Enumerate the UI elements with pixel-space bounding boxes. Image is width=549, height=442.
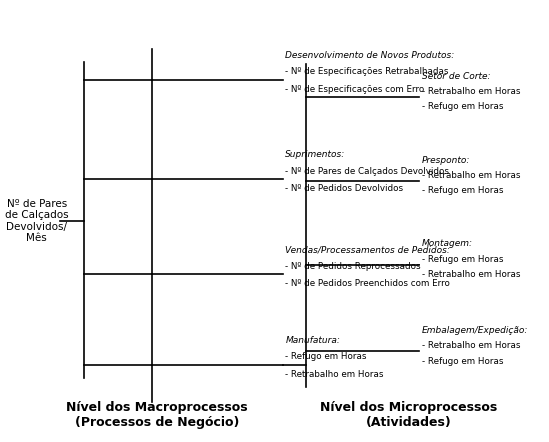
- Text: Desenvolvimento de Novos Produtos:: Desenvolvimento de Novos Produtos:: [285, 51, 455, 60]
- Text: - Retrabalho em Horas: - Retrabalho em Horas: [422, 87, 520, 96]
- Text: - Refugo em Horas: - Refugo em Horas: [422, 103, 503, 111]
- Text: - Refugo em Horas: - Refugo em Horas: [422, 255, 503, 264]
- Text: - Nº de Especificações Retrabalhadas: - Nº de Especificações Retrabalhadas: [285, 67, 449, 76]
- Text: - Nº de Pedidos Devolvidos: - Nº de Pedidos Devolvidos: [285, 184, 404, 193]
- Text: Manufatura:: Manufatura:: [285, 336, 340, 345]
- Text: Presponto:: Presponto:: [422, 156, 470, 164]
- Text: - Retrabalho em Horas: - Retrabalho em Horas: [422, 341, 520, 350]
- Text: Vendas/Processamentos de Pedidos:: Vendas/Processamentos de Pedidos:: [285, 245, 450, 254]
- Text: Nível dos Macroprocessos
(Processos de Negócio): Nível dos Macroprocessos (Processos de N…: [66, 401, 248, 429]
- Text: - Refugo em Horas: - Refugo em Horas: [422, 357, 503, 366]
- Text: - Nº de Pedidos Preenchidos com Erro: - Nº de Pedidos Preenchidos com Erro: [285, 279, 450, 288]
- Text: - Refugo em Horas: - Refugo em Horas: [285, 352, 367, 361]
- Text: Nível dos Microprocessos
(Atividades): Nível dos Microprocessos (Atividades): [320, 401, 497, 429]
- Text: Suprimentos:: Suprimentos:: [285, 150, 346, 159]
- Text: - Retrabalho em Horas: - Retrabalho em Horas: [422, 271, 520, 279]
- Text: Montagem:: Montagem:: [422, 240, 473, 248]
- Text: - Nº de Pedidos Reprocessados: - Nº de Pedidos Reprocessados: [285, 262, 421, 271]
- Text: - Nº de Pares de Calçados Devolvidos: - Nº de Pares de Calçados Devolvidos: [285, 167, 450, 175]
- Text: - Retrabalho em Horas: - Retrabalho em Horas: [285, 370, 384, 379]
- Text: Setor de Corte:: Setor de Corte:: [422, 72, 490, 80]
- Text: - Refugo em Horas: - Refugo em Horas: [422, 187, 503, 195]
- Text: Embalagem/Expedição:: Embalagem/Expedição:: [422, 326, 528, 335]
- Text: - Nº de Especificações com Erro: - Nº de Especificações com Erro: [285, 85, 425, 94]
- Text: Nº de Pares
de Calçados
Devolvidos/
Mês: Nº de Pares de Calçados Devolvidos/ Mês: [5, 198, 69, 244]
- Text: - Retrabalho em Horas: - Retrabalho em Horas: [422, 171, 520, 180]
